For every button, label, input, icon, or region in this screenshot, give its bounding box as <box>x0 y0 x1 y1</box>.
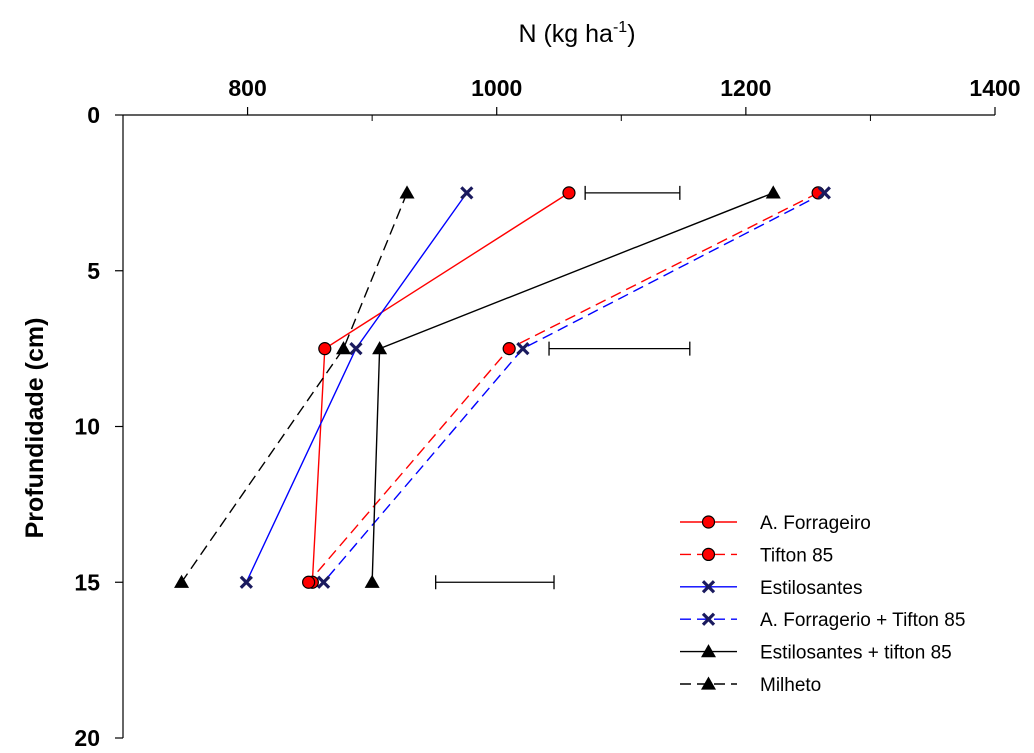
x-tick-label: 1400 <box>969 75 1020 101</box>
y-tick-label: 15 <box>74 569 100 595</box>
legend-label: Tifton 85 <box>760 545 833 566</box>
data-point <box>502 342 516 356</box>
series-lines <box>180 192 825 583</box>
data-point <box>318 342 332 356</box>
legend-item: A. Forrageiro <box>680 513 871 534</box>
y-axis-title: Profundidade (cm) <box>21 318 49 539</box>
series-line <box>245 192 468 583</box>
data-point <box>335 341 351 355</box>
data-point <box>460 186 474 200</box>
series-line <box>323 192 825 583</box>
series-line <box>180 192 408 583</box>
data-point <box>302 575 316 589</box>
x-marker-stroke <box>316 575 331 589</box>
x-marker-stroke <box>516 341 530 356</box>
data-point <box>364 574 380 588</box>
data-point <box>399 185 415 199</box>
data-point <box>349 341 363 356</box>
data-point <box>372 341 388 355</box>
legend-marker <box>701 644 716 658</box>
data-point <box>239 575 253 589</box>
error-bar <box>548 341 691 356</box>
legend-item: Estilosantes + tifton 85 <box>680 643 952 664</box>
x-marker-stroke <box>460 186 474 200</box>
legend-item: Tifton 85 <box>680 545 833 566</box>
series-markers <box>174 185 831 589</box>
x-marker-stroke <box>701 580 716 594</box>
legend-label: Estilosantes + tifton 85 <box>760 643 952 664</box>
data-point <box>562 186 576 200</box>
data-point <box>516 341 530 356</box>
legend-marker <box>701 676 716 690</box>
legend-marker <box>701 547 716 562</box>
x-tick-label: 1200 <box>720 75 771 101</box>
error-bar <box>584 185 681 200</box>
legend-item: Estilosantes <box>680 578 862 599</box>
x-axis-title-suffix: ) <box>627 20 635 48</box>
series-line <box>308 192 819 583</box>
legend-label: A. Forrageiro <box>760 513 871 534</box>
x-marker-stroke <box>701 612 716 626</box>
legend-label: Milheto <box>760 675 821 696</box>
y-tick-label: 20 <box>74 725 100 751</box>
y-tick-label: 0 <box>87 102 100 128</box>
legend: A. Forrageiro Tifton 85 Estilosantes A. For… <box>680 513 965 696</box>
x-marker-stroke <box>349 341 363 356</box>
data-point <box>765 185 781 199</box>
y-tick-label: 10 <box>74 414 100 440</box>
data-point <box>316 575 331 589</box>
legend-marker <box>701 612 716 626</box>
data-point <box>817 186 831 200</box>
error-bars <box>435 185 691 590</box>
legend-item: Milheto <box>680 675 821 696</box>
x-axis-title: N (kg ha-1) <box>518 19 635 48</box>
x-marker-stroke <box>817 186 831 200</box>
x-axis-title-superscript: -1 <box>613 19 627 36</box>
series-line <box>311 192 570 583</box>
y-tick-label: 5 <box>87 258 100 284</box>
error-bar <box>435 575 555 590</box>
x-axis-title-main: N (kg ha <box>518 20 613 48</box>
legend-item: A. Forragerio + Tifton 85 <box>680 610 965 631</box>
x-tick-label: 1000 <box>471 75 522 101</box>
legend-marker <box>701 515 716 529</box>
x-tick-label: 800 <box>228 75 266 101</box>
legend-label: A. Forragerio + Tifton 85 <box>760 610 965 631</box>
axes: 800 1000 1200 1400 0 5 10 15 20 <box>74 75 1020 751</box>
x-marker-stroke <box>239 575 253 589</box>
data-point <box>174 574 190 588</box>
legend-label: Estilosantes <box>760 578 862 599</box>
legend-marker <box>701 580 716 594</box>
